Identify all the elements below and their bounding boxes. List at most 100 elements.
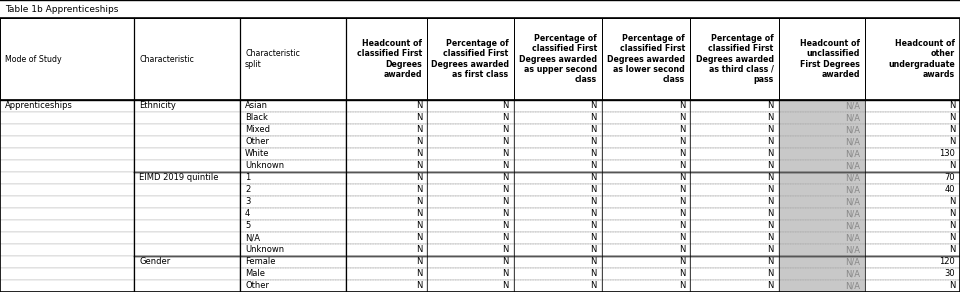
Bar — [602, 184, 690, 196]
Bar — [690, 208, 779, 220]
Bar — [514, 172, 602, 184]
Text: EIMD 2019 quintile: EIMD 2019 quintile — [139, 173, 219, 182]
Bar — [865, 268, 960, 280]
Bar — [514, 136, 602, 148]
Bar — [690, 100, 779, 112]
Bar — [0, 268, 134, 280]
Text: N: N — [502, 258, 509, 267]
Bar — [427, 160, 514, 172]
Text: Headcount of
unclassified
First Degrees
awarded: Headcount of unclassified First Degrees … — [800, 39, 860, 79]
Bar — [602, 232, 690, 244]
Text: N/A: N/A — [845, 150, 860, 159]
Bar — [427, 18, 514, 100]
Text: 3: 3 — [245, 197, 251, 206]
Text: N: N — [948, 246, 955, 255]
Bar — [346, 232, 427, 244]
Text: N: N — [948, 234, 955, 242]
Bar — [690, 196, 779, 208]
Text: N: N — [948, 222, 955, 230]
Text: 120: 120 — [939, 258, 955, 267]
Bar — [0, 256, 134, 268]
Text: N: N — [948, 138, 955, 147]
Text: N: N — [767, 185, 774, 194]
Bar — [427, 100, 514, 112]
Text: N: N — [416, 126, 422, 135]
Bar — [240, 160, 346, 172]
Bar — [346, 256, 427, 268]
Bar — [514, 124, 602, 136]
Bar — [240, 148, 346, 160]
Text: N: N — [948, 209, 955, 218]
Bar — [865, 280, 960, 292]
Text: N: N — [416, 258, 422, 267]
Bar — [346, 100, 427, 112]
Text: N/A: N/A — [245, 234, 260, 242]
Text: N: N — [590, 281, 597, 291]
Text: N: N — [948, 126, 955, 135]
Bar — [240, 268, 346, 280]
Text: N: N — [416, 197, 422, 206]
Bar — [0, 148, 134, 160]
Bar — [865, 256, 960, 268]
Bar — [602, 18, 690, 100]
Bar — [865, 148, 960, 160]
Bar — [134, 268, 240, 280]
Bar — [427, 112, 514, 124]
Bar — [240, 208, 346, 220]
Text: N: N — [590, 246, 597, 255]
Text: White: White — [245, 150, 270, 159]
Text: N: N — [767, 197, 774, 206]
Text: Other: Other — [245, 138, 269, 147]
Text: N: N — [590, 161, 597, 171]
Bar — [865, 18, 960, 100]
Text: N: N — [416, 138, 422, 147]
Text: N: N — [948, 281, 955, 291]
Bar — [602, 100, 690, 112]
Text: N: N — [679, 185, 685, 194]
Bar — [346, 160, 427, 172]
Bar — [0, 18, 134, 100]
Text: Percentage of
classified First
Degrees awarded
as upper second
class: Percentage of classified First Degrees a… — [519, 34, 597, 84]
Bar — [514, 232, 602, 244]
Bar — [240, 100, 346, 112]
Text: Mode of Study: Mode of Study — [5, 55, 61, 63]
Bar — [514, 244, 602, 256]
Text: Table 1b Apprenticeships: Table 1b Apprenticeships — [5, 4, 118, 13]
Text: N/A: N/A — [845, 138, 860, 147]
Text: 4: 4 — [245, 209, 251, 218]
Bar — [0, 172, 134, 184]
Text: Black: Black — [245, 114, 268, 123]
Text: N/A: N/A — [845, 258, 860, 267]
Bar — [240, 244, 346, 256]
Text: N: N — [767, 258, 774, 267]
Text: N: N — [590, 150, 597, 159]
Bar — [690, 280, 779, 292]
Bar — [346, 184, 427, 196]
Bar — [602, 148, 690, 160]
Bar — [602, 172, 690, 184]
Bar — [514, 208, 602, 220]
Text: N: N — [679, 209, 685, 218]
Bar — [865, 184, 960, 196]
Text: N: N — [416, 150, 422, 159]
Text: N: N — [590, 114, 597, 123]
Bar — [865, 100, 960, 112]
Bar — [240, 124, 346, 136]
Text: N: N — [416, 161, 422, 171]
Text: N: N — [767, 173, 774, 182]
Text: N: N — [767, 209, 774, 218]
Text: N: N — [590, 258, 597, 267]
Bar — [865, 124, 960, 136]
Bar — [690, 124, 779, 136]
Text: N: N — [502, 138, 509, 147]
Bar — [865, 208, 960, 220]
Text: Other: Other — [245, 281, 269, 291]
Bar — [779, 232, 865, 244]
Text: Unknown: Unknown — [245, 246, 284, 255]
Bar — [427, 244, 514, 256]
Text: N/A: N/A — [845, 234, 860, 242]
Bar — [779, 112, 865, 124]
Text: N: N — [416, 222, 422, 230]
Text: N: N — [679, 222, 685, 230]
Bar — [427, 184, 514, 196]
